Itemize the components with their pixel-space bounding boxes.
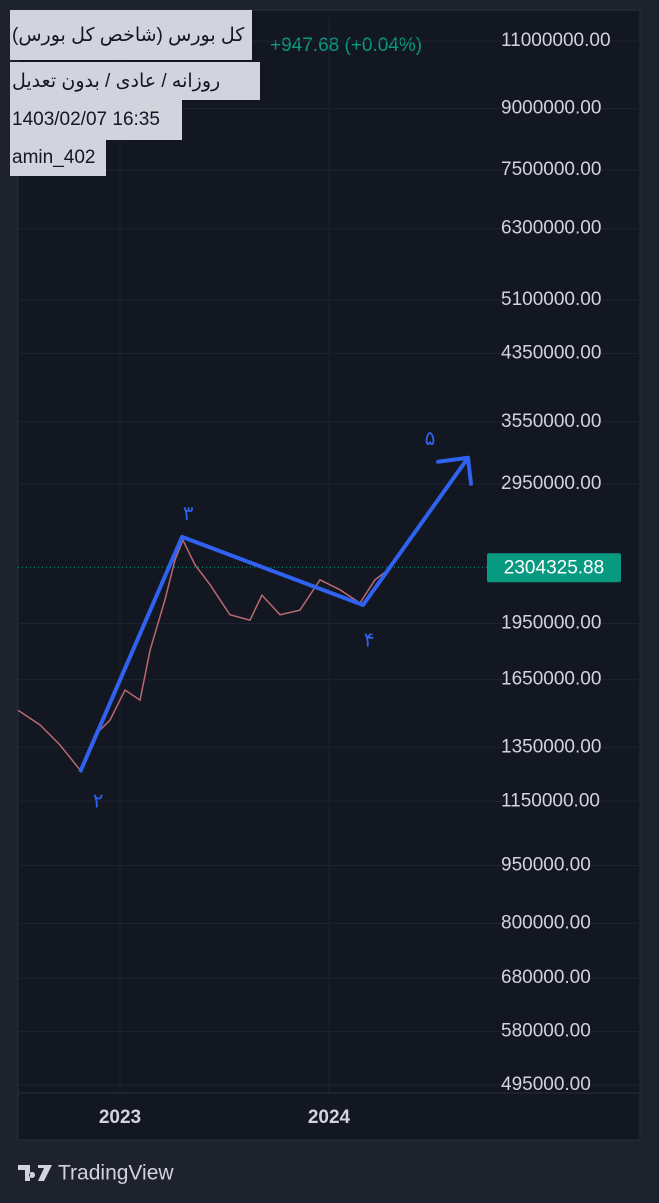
datetime-box: 1403/02/07 16:35 bbox=[10, 100, 182, 140]
y-tick-label: 800000.00 bbox=[501, 912, 591, 933]
y-tick-label: 580000.00 bbox=[501, 1021, 591, 1042]
datetime: 1403/02/07 16:35 bbox=[12, 109, 160, 130]
y-tick-label: 1350000.00 bbox=[501, 736, 601, 757]
last-price-tag bbox=[487, 553, 621, 583]
x-tick-label: 2024 bbox=[308, 1107, 351, 1128]
y-tick-label: 1650000.00 bbox=[501, 669, 601, 690]
y-tick-label: 495000.00 bbox=[501, 1074, 591, 1095]
y-tick-label: 680000.00 bbox=[501, 967, 591, 988]
y-tick-label: 7500000.00 bbox=[501, 159, 601, 180]
y-tick-label: 950000.00 bbox=[501, 855, 591, 876]
y-tick-label: 11000000.00 bbox=[501, 30, 611, 51]
y-tick-label: 1950000.00 bbox=[501, 612, 601, 633]
symbol-box: کل بورس (شاخص کل بورس) bbox=[10, 10, 252, 60]
y-tick-label: 2950000.00 bbox=[501, 473, 601, 494]
tv-logo bbox=[18, 1165, 52, 1181]
wave-label: ۴ bbox=[364, 629, 375, 651]
y-tick-label: 9000000.00 bbox=[501, 98, 601, 119]
last-price-label: 2304325.88 bbox=[504, 557, 604, 578]
y-tick-label: 3550000.00 bbox=[501, 411, 601, 432]
wave-label: ۵ bbox=[425, 428, 436, 450]
y-tick-label: 6300000.00 bbox=[501, 218, 601, 239]
y-tick-label: 1150000.00 bbox=[501, 790, 600, 811]
brand: TradingView bbox=[58, 1162, 174, 1185]
author: amin_402 bbox=[12, 147, 96, 168]
wave-line bbox=[78, 456, 470, 773]
author-box: amin_402 bbox=[10, 140, 106, 176]
wave-arrowhead bbox=[435, 455, 473, 486]
y-tick-label: 4350000.00 bbox=[501, 342, 601, 363]
change-text: +947.68 (+0.04%) bbox=[270, 35, 422, 56]
settings: روزانه / عادی / بدون تعدیل bbox=[12, 70, 221, 92]
wave-label: ۳ bbox=[183, 503, 194, 525]
y-tick-label: 5100000.00 bbox=[501, 289, 601, 310]
symbol: کل بورس (شاخص کل بورس) bbox=[12, 24, 245, 46]
x-tick-label: 2023 bbox=[99, 1107, 141, 1128]
settings-box: روزانه / عادی / بدون تعدیل bbox=[10, 62, 260, 100]
wave-label: ۲ bbox=[93, 790, 104, 812]
